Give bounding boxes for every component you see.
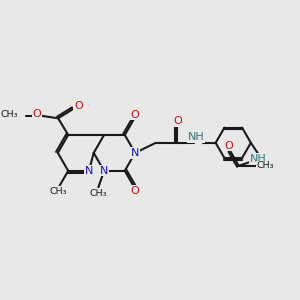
Text: NH: NH [188, 132, 204, 142]
Text: O: O [130, 110, 139, 120]
Text: NH: NH [250, 154, 266, 164]
Text: CH₃: CH₃ [0, 110, 18, 119]
Text: O: O [174, 116, 182, 126]
Text: CH₃: CH₃ [50, 187, 67, 196]
Text: N: N [85, 166, 93, 176]
Text: O: O [130, 186, 139, 196]
Text: O: O [224, 141, 233, 151]
Text: CH₃: CH₃ [90, 189, 107, 198]
Text: N: N [100, 166, 108, 176]
Text: N: N [131, 148, 139, 158]
Text: O: O [33, 109, 41, 119]
Text: CH₃: CH₃ [257, 161, 274, 170]
Text: O: O [74, 100, 82, 111]
